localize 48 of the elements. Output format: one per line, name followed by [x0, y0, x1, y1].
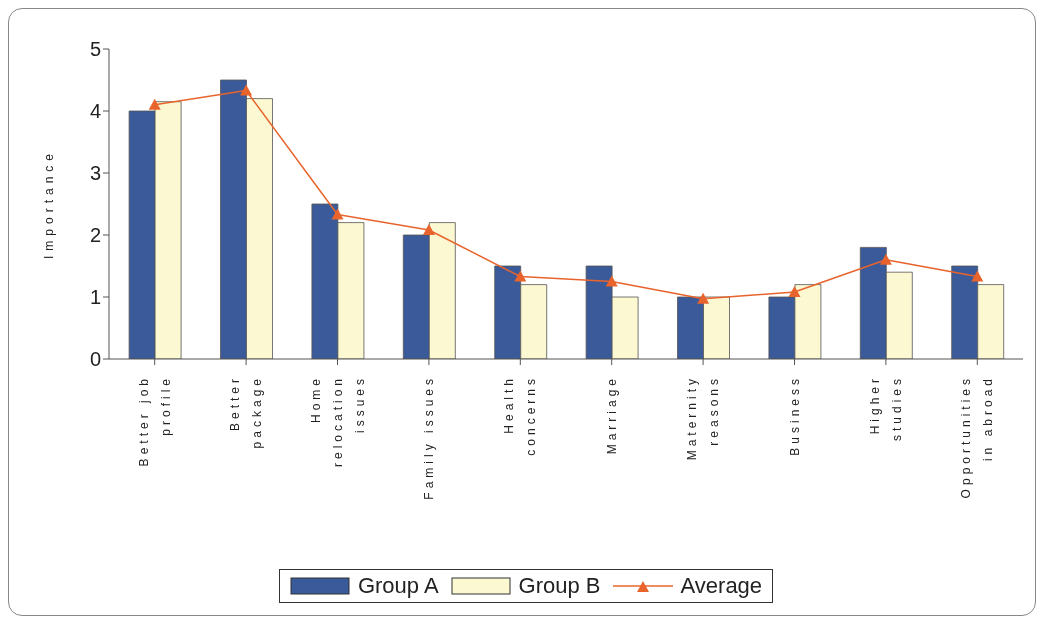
bar [885, 271, 913, 359]
bar [677, 296, 704, 359]
point [331, 208, 344, 220]
legend-label: Group A [356, 573, 439, 599]
legend-label: Group B [517, 573, 601, 599]
bar [703, 296, 730, 359]
bar [246, 98, 273, 359]
y-tick-label: 5 [89, 38, 101, 61]
x-tick-label: Business [787, 375, 802, 456]
point [971, 270, 984, 282]
point [697, 292, 710, 304]
chart-frame: Group A Group B Average Better job profile Better package Home relocation issues Family issues Health concerns Marriage Maternity reasons Business Higher studies Opportunities in abroad 0 1 2 3 4 5 Importance [8, 8, 1036, 616]
bar [494, 265, 522, 359]
point [240, 84, 253, 96]
y-tick-label: 0 [89, 348, 101, 371]
bar [794, 284, 822, 359]
bar [128, 110, 156, 359]
point [422, 224, 435, 236]
x-tick-label: Better job profile [136, 375, 173, 467]
x-tick-label: Family issues [421, 375, 436, 500]
bar [977, 284, 1005, 359]
point [605, 275, 618, 287]
x-tick-label: Maternity reasons [685, 375, 722, 461]
bar [402, 234, 430, 359]
point [879, 253, 892, 265]
bar [859, 247, 887, 359]
bar [951, 265, 979, 359]
bar [520, 284, 548, 359]
bar [311, 203, 339, 359]
x-tick-label: Higher studies [867, 375, 904, 442]
y-tick-label: 1 [89, 286, 101, 309]
y-tick-label: 3 [89, 162, 101, 185]
y-tick-label: 4 [89, 100, 101, 123]
bar [585, 265, 613, 359]
bar [220, 79, 247, 359]
point [788, 286, 801, 298]
bar [768, 296, 796, 359]
bar [337, 222, 365, 359]
bar [428, 222, 456, 359]
y-tick-label: 2 [89, 224, 101, 247]
x-tick-label: Marriage [604, 375, 619, 455]
y-axis-title: Importance [42, 148, 57, 260]
x-tick-label: Health concerns [502, 375, 539, 456]
bar [611, 296, 639, 359]
legend-label: Average [679, 573, 763, 599]
point [148, 98, 161, 110]
bar [154, 101, 182, 359]
point [514, 270, 527, 282]
